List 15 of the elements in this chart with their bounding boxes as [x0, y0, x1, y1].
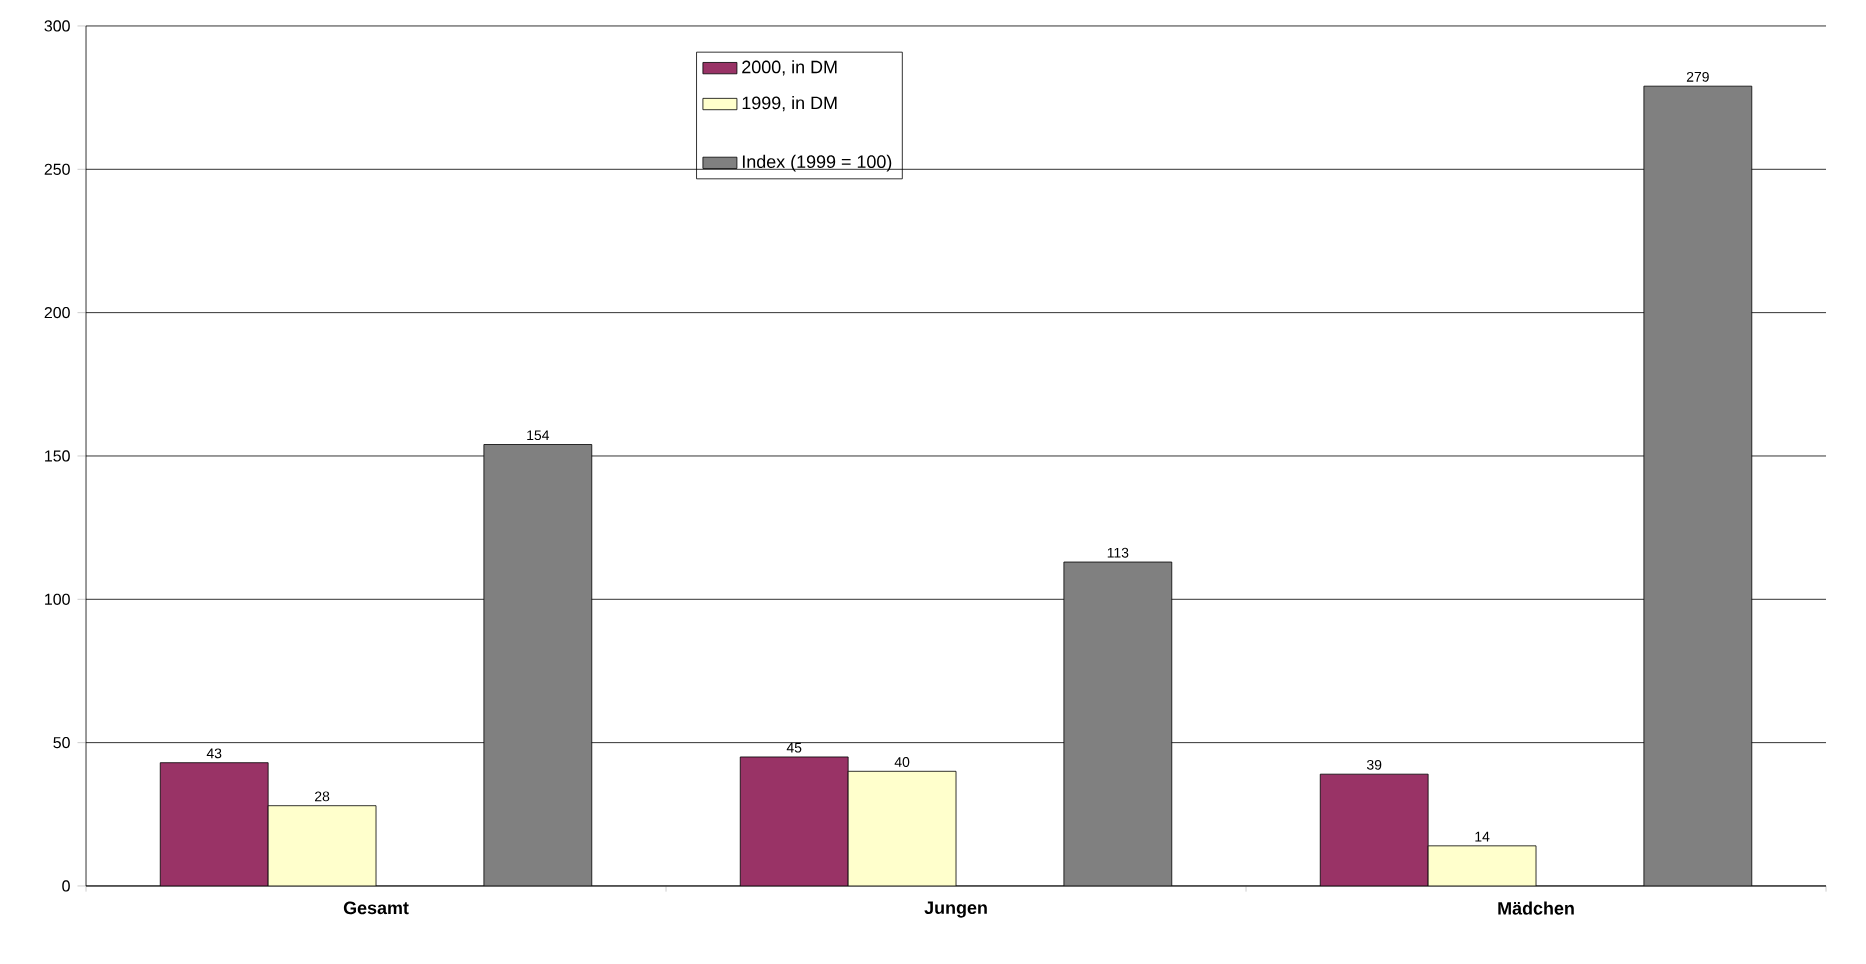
legend-label: Index (1999 = 100) — [742, 154, 892, 172]
bar — [1319, 773, 1429, 886]
x-tick-label: Mädchen — [1498, 901, 1574, 915]
bar — [739, 756, 849, 886]
x-tick-label: Gesamt — [343, 901, 409, 915]
bar — [847, 770, 957, 886]
bar — [1643, 85, 1753, 886]
legend-label: 2000, in DM — [742, 60, 837, 76]
bar — [159, 762, 269, 886]
legend-label: 1999, in DM — [742, 96, 837, 112]
x-tick-label: Jungen — [924, 901, 987, 918]
bar — [483, 444, 593, 886]
bar — [1427, 845, 1537, 886]
bar — [1063, 561, 1173, 886]
bar — [267, 805, 377, 886]
